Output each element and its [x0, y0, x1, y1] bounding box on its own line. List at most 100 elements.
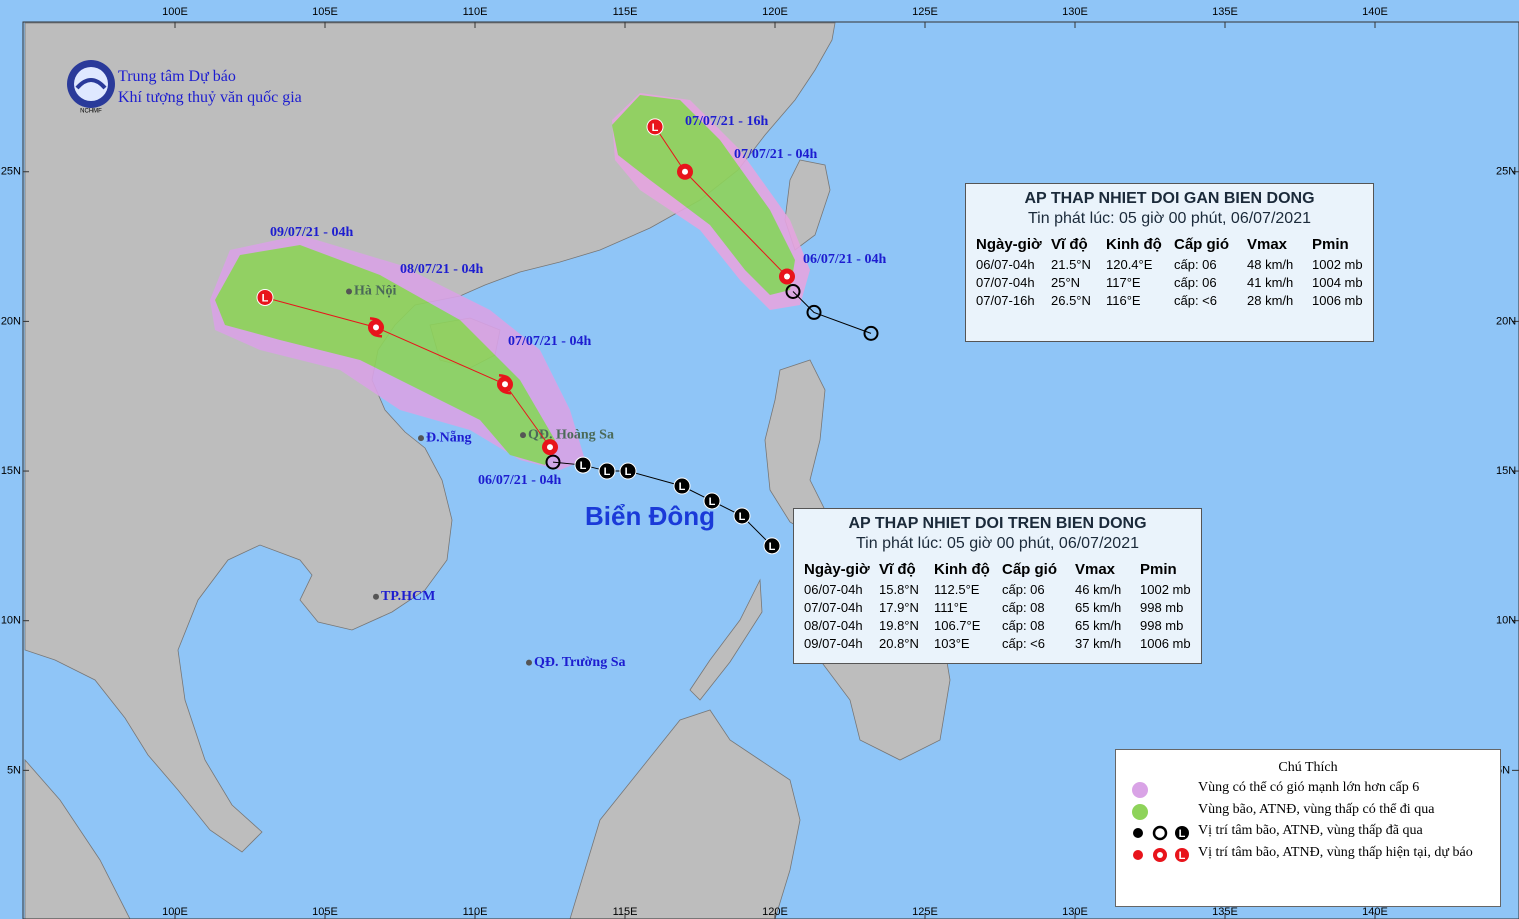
low-letter: L — [604, 466, 611, 478]
place-label: Hà Nội — [354, 284, 397, 299]
low-letter: L — [262, 292, 269, 304]
info-table: AP THAP NHIET DOI GAN BIEN DONG Tin phát … — [965, 183, 1374, 342]
table-cell: 120.4°E — [1106, 257, 1153, 272]
legend-icon — [1132, 803, 1148, 820]
column-header: Ngày-giờ — [804, 561, 870, 578]
table-cell: cấp: 06 — [1174, 275, 1217, 290]
lat-label: 20N — [1496, 315, 1516, 327]
lon-label: 135E — [1212, 906, 1238, 918]
issued-time: Tin phát lúc: 05 giờ 00 phút, 06/07/2021 — [856, 535, 1139, 552]
column-header: Kinh độ — [1106, 236, 1162, 253]
depression-eye — [547, 444, 553, 451]
lon-label: 120E — [762, 6, 788, 18]
table-cell: 21.5°N — [1051, 257, 1091, 272]
column-header: Vĩ độ — [879, 561, 916, 578]
depression-marker — [545, 454, 561, 470]
column-header: Pmin — [1140, 561, 1177, 578]
table-cell: 07/07-16h — [976, 293, 1035, 308]
legend-item: Vùng bão, ATNĐ, vùng thấp có thể đi qua — [1116, 802, 1500, 824]
lat-label: 15N — [1, 465, 21, 477]
low-marker — [733, 507, 751, 525]
legend-letter: L — [1179, 828, 1186, 840]
table-cell: cấp: <6 — [1174, 293, 1218, 308]
lon-label: 140E — [1362, 906, 1388, 918]
table-cell: 65 km/h — [1075, 618, 1122, 633]
time-label: 07/07/21 - 16h — [685, 114, 768, 129]
lat-label: 10N — [1, 615, 21, 627]
time-label: 06/07/21 - 04h — [478, 473, 561, 488]
lon-label: 110E — [463, 906, 488, 918]
track-marker — [806, 304, 822, 320]
time-label: 06/07/21 - 04h — [803, 252, 886, 267]
column-header: Vmax — [1247, 236, 1288, 253]
table-cell: cấp: 06 — [1002, 582, 1045, 597]
track-marker — [497, 374, 513, 395]
forecast-cones — [210, 93, 810, 470]
table-cell: cấp: 08 — [1002, 618, 1045, 633]
column-header: Kinh độ — [934, 561, 990, 578]
low-letter: L — [652, 122, 659, 134]
depression-marker — [806, 304, 822, 320]
agency-line: Trung tâm Dự báo — [118, 68, 236, 85]
issued-time: Tin phát lúc: 05 giờ 00 phút, 06/07/2021 — [1028, 210, 1311, 227]
low-letter: L — [769, 541, 776, 553]
track-marker: L — [646, 118, 664, 136]
lon-label: 125E — [912, 6, 938, 18]
table-cell: 117°E — [1106, 275, 1141, 290]
low-letter: L — [580, 460, 587, 472]
track-marker: L — [619, 462, 637, 480]
agency-line: Khí tượng thuỷ văn quốc gia — [118, 89, 302, 106]
column-header: Vĩ độ — [1051, 236, 1088, 253]
low-marker — [256, 288, 274, 306]
time-label: 09/07/21 - 04h — [270, 225, 353, 240]
frame — [22, 21, 1519, 919]
table-cell: 41 km/h — [1247, 275, 1294, 290]
track-line — [792, 291, 872, 334]
track-marker — [779, 268, 795, 285]
track-marker — [368, 317, 384, 338]
lon-label: 100E — [162, 906, 188, 918]
lat-label: 5N — [7, 764, 21, 776]
table-cell: 1002 mb — [1312, 257, 1363, 272]
depression-eye — [682, 168, 688, 175]
table-cell: 17.9°N — [879, 600, 919, 615]
depression-marker — [785, 283, 801, 299]
track-marker — [542, 439, 558, 456]
table-cell: 46 km/h — [1075, 582, 1122, 597]
lon-label: 100E — [162, 6, 188, 18]
table-cell: 06/07-04h — [804, 582, 863, 597]
track-marker: L — [673, 477, 691, 495]
table-cell: cấp: 06 — [1174, 257, 1217, 272]
table-cell: cấp: <6 — [1002, 636, 1046, 651]
table-cell: 116°E — [1106, 293, 1141, 308]
place-label: Đ.Nẵng — [426, 429, 472, 445]
table-cell: 1004 mb — [1312, 275, 1363, 290]
legend-icon: L — [1133, 847, 1189, 862]
sea-label: Biển Đông — [585, 501, 715, 531]
table-cell: 07/07-04h — [976, 275, 1035, 290]
table-header: Ngày-giờ Vĩ độ Kinh độ Cấp gió Vmax Pmin — [794, 559, 1201, 581]
column-header: Ngày-giờ — [976, 236, 1042, 253]
lon-label: 115E — [613, 906, 638, 918]
time-label: 07/07/21 - 04h — [508, 334, 591, 349]
track-marker: L — [763, 537, 781, 555]
lon-label: 120E — [762, 906, 788, 918]
table-row: 07/07-04h 17.9°N 111°E cấp: 08 65 km/h 998 mb — [794, 599, 1201, 617]
table-cell: 112.5°E — [934, 582, 980, 597]
lat-label: 10N — [1496, 615, 1516, 627]
place-label: QĐ. Trường Sa — [534, 655, 626, 670]
column-header: Cấp gió — [1174, 236, 1229, 253]
table-row: 06/07-04h 15.8°N 112.5°E cấp: 06 46 km/h 1002… — [794, 581, 1201, 599]
table-cell: 37 km/h — [1075, 636, 1122, 651]
info-table: AP THAP NHIET DOI TREN BIEN DONG Tin phát… — [793, 508, 1202, 664]
lon-label: 130E — [1062, 906, 1088, 918]
low-letter: L — [679, 481, 686, 493]
lon-label: 135E — [1212, 6, 1238, 18]
low-marker — [703, 492, 721, 510]
time-label: 07/07/21 - 04h — [734, 147, 817, 162]
place-dot — [526, 659, 532, 666]
low-marker — [574, 456, 592, 474]
lon-label: 105E — [312, 906, 338, 918]
lon-label: 105E — [312, 6, 338, 18]
